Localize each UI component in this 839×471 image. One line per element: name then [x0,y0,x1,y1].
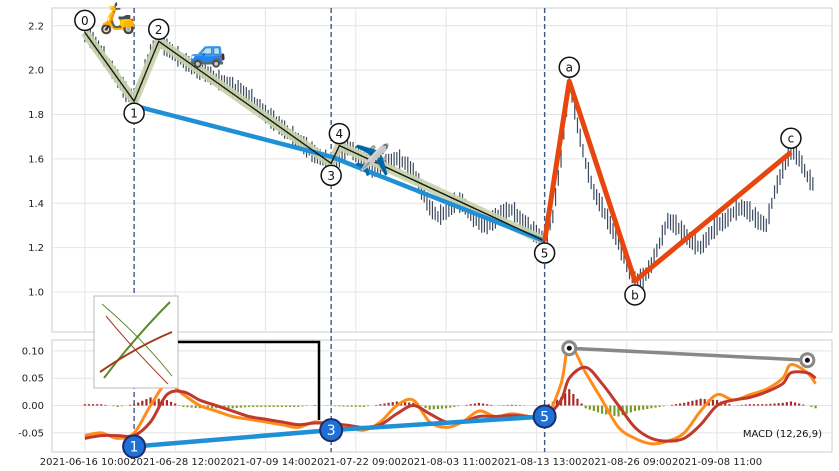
x-tick-label: 2021-06-16 10:00 [40,457,130,468]
x-tick-label: 2021-06-28 12:00 [130,457,220,468]
price-y-tick-label: 1.4 [28,199,44,210]
trend-line [133,103,546,244]
icons: 🛵 🚙 ✈️ [99,1,391,178]
wave-label: 1 [130,107,138,121]
abc-label-circle [558,56,581,78]
wave-label: 3 [327,169,335,183]
thumbnail-curve-red [99,331,173,373]
car-icon: 🚙 [189,34,226,69]
x-tick-label: 2021-07-09 14:00 [220,457,310,468]
airplane-icon: ✈️ [354,141,391,178]
abc-label-circle [780,127,802,149]
wave-label: 0 [81,14,89,28]
macd-wave-label: 3 [327,423,336,439]
wave-label: 4 [336,127,344,141]
macd-wave-marker [319,418,344,443]
price-y-tick-label: 1.2 [28,243,44,254]
wave-label-circle [328,122,351,145]
abc-label: b [631,288,639,302]
price-y-tick-label: 2.0 [28,66,44,77]
thumbnail-inset [93,295,321,420]
wave-label-circle [147,18,170,41]
scooter-icon: 🛵 [99,1,136,36]
macd-wave-marker [122,434,147,459]
x-tick-label: 2021-09-08 11:00 [672,457,762,468]
price-y-tick-label: 1.6 [28,154,44,165]
thumbnail-curve-green-2 [101,303,173,377]
macd-wave-label: 1 [130,440,139,456]
wave-label-circle [74,9,96,32]
x-tick-label: 2021-08-26 09:00 [582,457,672,468]
macd-y-tick-label: 0.10 [22,346,44,357]
macd-peak-divergence-line [569,346,808,362]
wave-label: 5 [541,247,549,261]
corrective-wave-line [542,78,793,284]
price-y-tick-label: 1.8 [28,110,44,121]
macd-y-tick-label: 0.00 [22,401,44,412]
macd-wave-label: 5 [540,409,549,425]
thumbnail-curve-green [103,301,171,379]
x-tick-label: 2021-07-22 09:00 [311,457,401,468]
wave-label: 2 [155,23,163,37]
wave-label-circle [320,164,342,187]
wave-overlays: 0 1 2 3 4 5 a b c [74,9,802,306]
price-y-tick-label: 1.0 [28,288,44,299]
x-tick-label: 2021-08-03 11:00 [401,457,491,468]
macd-y-tick-label: 0.05 [22,374,44,385]
macd-legend-label: MACD (12,26,9) [743,429,822,440]
thumbnail-connector [178,340,321,420]
abc-label: c [788,132,795,146]
abc-label: a [566,61,573,75]
price-y-tick-label: 2.2 [28,21,44,32]
macd-peak-marker-dot [566,345,572,351]
macd-y-tick-label: -0.05 [18,428,44,439]
wave-label-circle [533,242,556,264]
abc-label-circle [624,284,646,306]
divergence-overlays: 1 3 5 [122,340,816,459]
wave-label-circle [123,102,145,124]
x-tick-label: 2021-08-13 13:00 [491,457,581,468]
price-panel-background [51,7,833,333]
impulse-wave-line [84,32,545,242]
macd-wave-marker [532,404,557,429]
thumbnail-curve-red-2 [105,315,169,385]
macd-peak-marker-dot [804,357,810,363]
axis-ticks: 1.0 1.2 1.4 1.6 1.8 2.0 2.2 -0.05 0.00 0.05 0.10 20… [18,21,762,468]
